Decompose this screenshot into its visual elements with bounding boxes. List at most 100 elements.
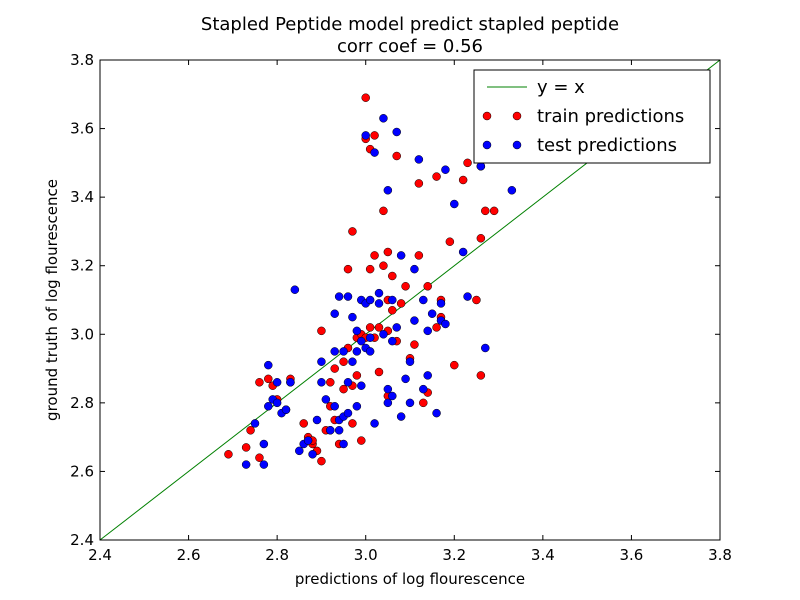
x-tick-label: 2.4	[88, 546, 112, 564]
train-point	[339, 357, 348, 366]
test-point	[374, 288, 384, 298]
train-point	[388, 271, 397, 281]
test-point	[334, 292, 344, 301]
test-point	[308, 450, 317, 459]
train-point	[361, 93, 370, 102]
test-point	[241, 460, 251, 469]
test-point	[396, 251, 406, 260]
y-axis-label: ground truth of log flourescence	[43, 179, 61, 421]
chart-subtitle: corr coef = 0.56	[337, 36, 483, 57]
train-point	[410, 340, 419, 349]
test-point	[383, 398, 393, 408]
test-point	[392, 127, 401, 137]
y-tick-label: 3.6	[70, 120, 94, 138]
test-point	[388, 391, 397, 401]
test-point	[458, 247, 468, 257]
x-tick-label: 3.2	[442, 546, 466, 564]
train-point	[383, 247, 393, 257]
test-point	[405, 398, 415, 408]
legend-label-test: test predictions	[537, 135, 677, 156]
train-point	[255, 453, 264, 462]
test-point	[401, 374, 410, 384]
train-point	[450, 360, 459, 370]
train-point	[481, 206, 490, 216]
test-point	[370, 419, 379, 428]
test-point	[295, 446, 304, 456]
train-point	[388, 306, 397, 315]
test-point	[339, 347, 348, 356]
train-point	[326, 378, 335, 387]
test-point	[365, 333, 375, 342]
train-point	[392, 151, 401, 161]
train-point	[414, 179, 424, 188]
test-point	[450, 199, 459, 209]
train-point	[396, 299, 406, 308]
test-point	[379, 330, 388, 339]
train-point	[476, 371, 486, 380]
points-layer	[224, 93, 517, 469]
test-point	[396, 412, 406, 421]
y-tick-label: 2.6	[70, 462, 94, 480]
train-point	[339, 384, 348, 394]
legend-label-line: y = x	[537, 77, 585, 98]
legend-train-marker-right	[512, 111, 522, 121]
train-point	[357, 436, 366, 445]
legend: y = x train predictions test predictions	[473, 69, 711, 164]
train-point	[445, 237, 455, 246]
x-tick-label: 2.6	[177, 546, 201, 564]
test-point	[352, 347, 362, 356]
test-point	[374, 299, 384, 308]
legend-test-marker-left	[482, 140, 492, 150]
train-point	[370, 251, 379, 260]
train-point	[423, 282, 432, 291]
test-point	[352, 326, 362, 336]
test-point	[330, 347, 339, 356]
test-point	[419, 384, 428, 394]
train-point	[343, 264, 353, 274]
train-point	[365, 323, 375, 332]
test-point	[361, 131, 370, 140]
test-point	[290, 285, 300, 294]
train-point	[472, 295, 481, 305]
train-point	[432, 172, 441, 181]
train-point	[379, 206, 388, 216]
test-point	[334, 426, 344, 435]
test-point	[432, 408, 441, 418]
test-point	[312, 415, 322, 425]
y-tick-label: 3.8	[70, 51, 94, 69]
test-point	[281, 405, 291, 414]
x-tick-label: 3.6	[619, 546, 643, 564]
train-point	[374, 323, 384, 332]
test-point	[317, 357, 326, 366]
test-point	[317, 378, 326, 387]
test-point	[463, 292, 472, 301]
train-point	[264, 374, 273, 384]
y-tick-label: 2.4	[70, 531, 94, 549]
train-point	[241, 443, 251, 452]
legend-test-marker-right	[512, 140, 522, 150]
test-point	[414, 155, 424, 164]
test-point	[330, 309, 339, 318]
test-point	[410, 316, 419, 325]
y-tick-label: 3.2	[70, 257, 94, 275]
test-point	[259, 460, 269, 469]
test-point	[423, 326, 432, 336]
test-point	[259, 439, 269, 449]
train-point	[365, 264, 375, 274]
train-point	[463, 158, 472, 168]
test-point	[419, 295, 428, 305]
test-point	[436, 299, 446, 308]
train-point	[317, 456, 326, 466]
test-point	[507, 186, 517, 195]
test-point	[250, 419, 260, 428]
train-point	[414, 251, 424, 260]
train-point	[432, 323, 441, 332]
test-point	[357, 381, 366, 390]
train-point	[352, 371, 362, 380]
test-point	[388, 295, 397, 305]
train-point	[224, 450, 233, 459]
train-point	[379, 261, 388, 270]
test-point	[379, 114, 388, 123]
test-point	[441, 319, 450, 329]
test-point	[264, 360, 273, 370]
